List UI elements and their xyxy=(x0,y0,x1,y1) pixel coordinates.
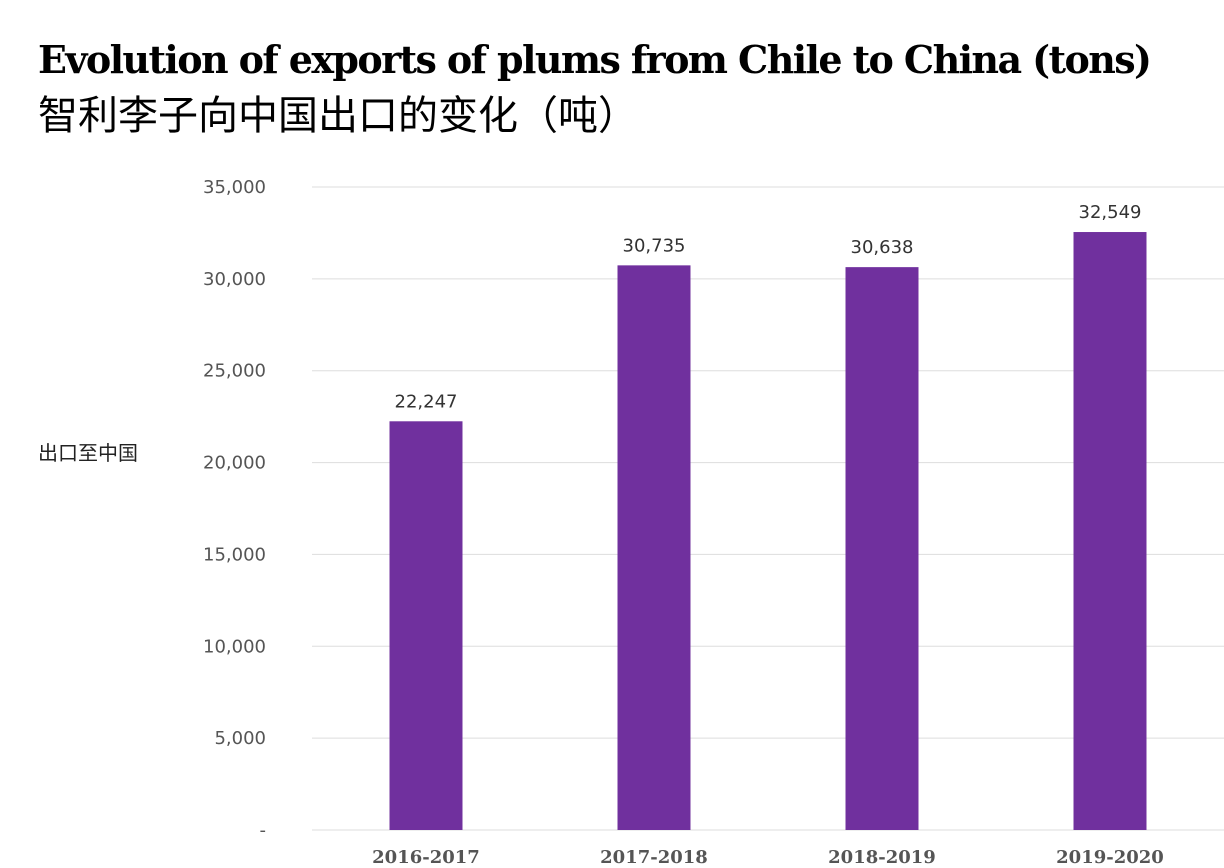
x-tick-label-2016-2017: 2016-2017 xyxy=(372,847,480,868)
value-label-2019-2020: 32,549 xyxy=(1079,202,1142,223)
y-tick-label: 25,000 xyxy=(203,361,266,382)
value-label-2016-2017: 22,247 xyxy=(395,391,458,412)
value-labels: 22,247 30,735 30,638 32,549 xyxy=(395,202,1142,412)
value-label-2018-2019: 30,638 xyxy=(851,237,914,258)
y-tick-label: 20,000 xyxy=(203,453,266,474)
x-tick-label-2018-2019: 2018-2019 xyxy=(828,847,936,868)
y-tick-label: 35,000 xyxy=(203,177,266,198)
bar-2019-2020 xyxy=(1073,232,1147,830)
x-tick-label-2017-2018: 2017-2018 xyxy=(600,847,708,868)
bar-2018-2019 xyxy=(845,267,919,830)
y-tick-label: 30,000 xyxy=(203,269,266,290)
y-tick-label: - xyxy=(260,820,267,841)
chart-title: Evolution of exports of plums from Chile… xyxy=(38,37,1152,82)
bar-2016-2017 xyxy=(389,421,463,830)
value-label-2017-2018: 30,735 xyxy=(623,235,686,256)
y-tick-label: 15,000 xyxy=(203,544,266,565)
y-tick-label: 5,000 xyxy=(214,728,266,749)
gridlines xyxy=(312,186,1224,831)
chart-subtitle: 智利李子向中国出口的变化（吨） xyxy=(38,93,638,139)
y-tick-label: 10,000 xyxy=(203,636,266,657)
bars xyxy=(389,232,1147,831)
y-axis-label: 出口至中国 xyxy=(38,441,138,465)
x-tick-label-2019-2020: 2019-2020 xyxy=(1056,847,1164,868)
bar-2017-2018 xyxy=(617,265,691,831)
y-axis-ticks: - 5,000 10,000 15,000 20,000 25,000 30,000 35,0… xyxy=(203,177,266,841)
x-axis-ticks: 2016-2017 2017-2018 2018-2019 2019-2020 xyxy=(372,847,1164,868)
